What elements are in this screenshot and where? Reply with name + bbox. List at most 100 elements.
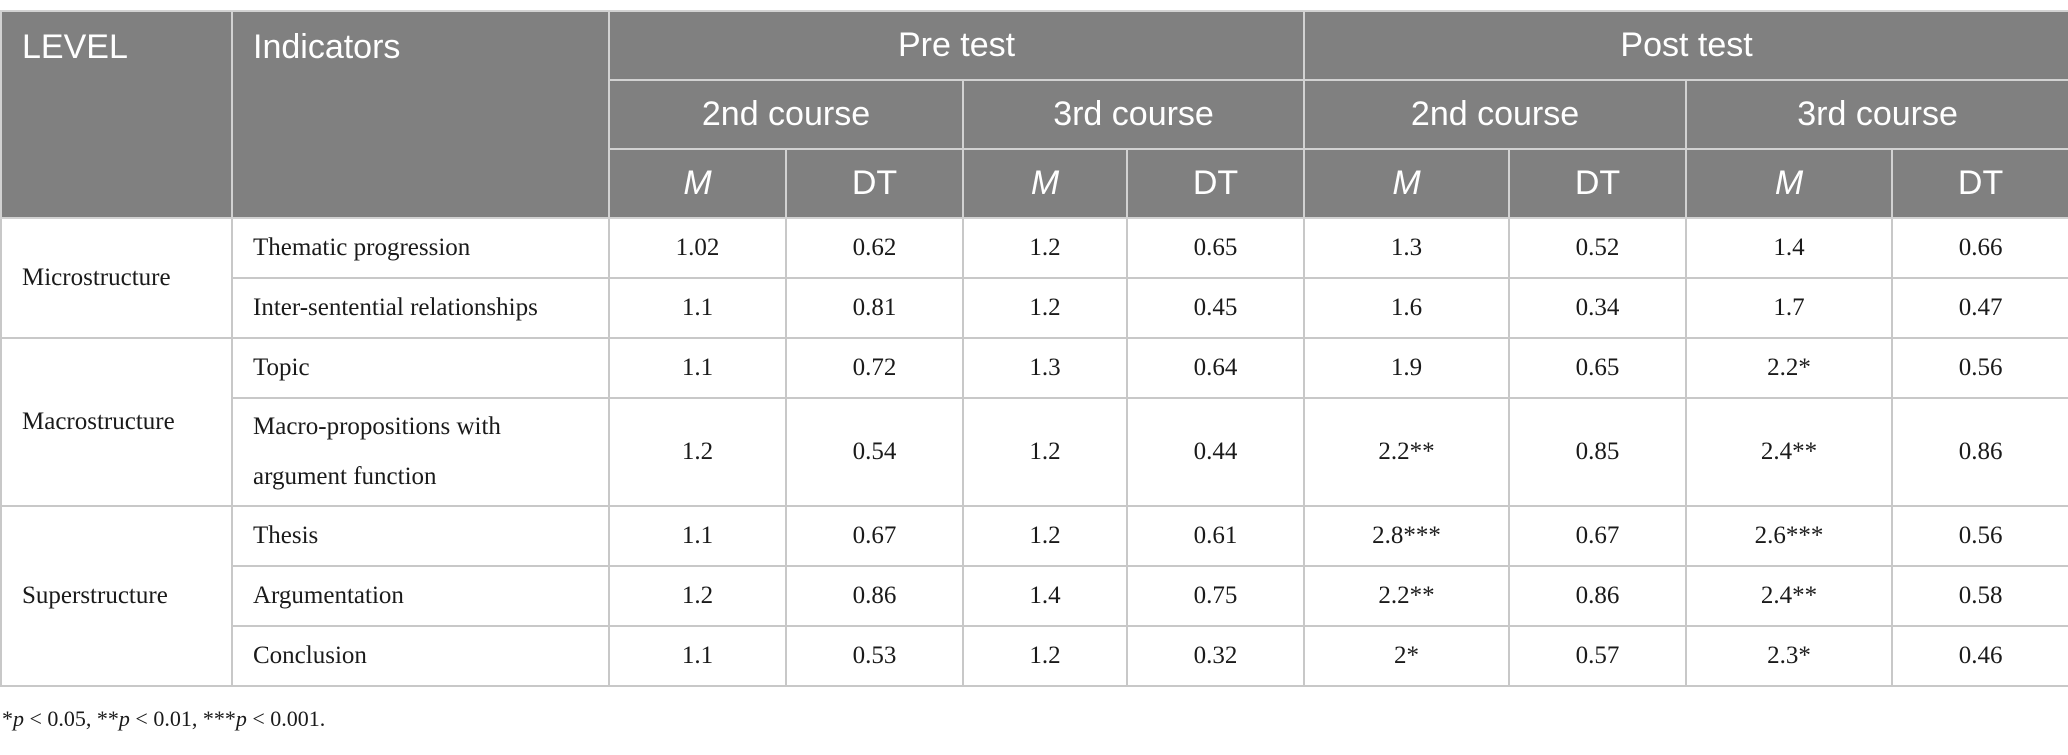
value-cell: 0.65 xyxy=(1508,337,1688,399)
header-m: M xyxy=(1685,148,1894,219)
results-table: LEVEL Indicators Pre test Post test 2nd … xyxy=(0,10,2068,687)
header-post-2nd-course: 2nd course xyxy=(1303,79,1688,150)
value-cell: 0.67 xyxy=(785,505,964,567)
value-cell: 1.3 xyxy=(1303,217,1511,279)
value-cell: 2.4** xyxy=(1685,397,1894,507)
footnote-part: p xyxy=(235,706,247,731)
header-dt: DT xyxy=(1891,148,2068,219)
table-body: Microstructure Thematic progression 1.02… xyxy=(0,217,2068,687)
value-cell: 1.7 xyxy=(1685,277,1894,339)
value-cell: 2.2** xyxy=(1303,397,1511,507)
value-cell: 1.1 xyxy=(608,505,787,567)
value-cell: 1.2 xyxy=(962,217,1128,279)
indicator-cell: Macro-propositions with argument functio… xyxy=(231,397,610,507)
value-cell: 2.8*** xyxy=(1303,505,1511,567)
indicator-cell: Inter-sentential relationships xyxy=(231,277,610,339)
value-cell: 0.61 xyxy=(1125,505,1306,567)
footnote: *p < 0.05, **p < 0.01, ***p < 0.001. xyxy=(0,706,325,732)
value-cell: 0.85 xyxy=(1508,397,1688,507)
value-cell: 2.3* xyxy=(1685,625,1894,687)
value-cell: 2.4** xyxy=(1685,565,1894,627)
table-row: Inter-sentential relationships 1.1 0.81 … xyxy=(1,277,2068,339)
level-cell: Microstructure xyxy=(0,217,233,339)
value-cell: 1.4 xyxy=(1685,217,1894,279)
value-cell: 0.45 xyxy=(1125,277,1306,339)
value-cell: 1.9 xyxy=(1303,337,1511,399)
footnote-part: < 0.001. xyxy=(246,706,326,731)
indicator-cell: Topic xyxy=(231,337,610,399)
value-cell: 1.1 xyxy=(608,625,787,687)
header-post-test: Post test xyxy=(1303,10,2068,81)
value-cell: 2.6*** xyxy=(1685,505,1894,567)
header-m: M xyxy=(608,148,787,219)
value-cell: 0.81 xyxy=(785,277,964,339)
indicator-cell: Thesis xyxy=(231,505,610,567)
table-container: LEVEL Indicators Pre test Post test 2nd … xyxy=(0,10,2068,687)
value-cell: 0.72 xyxy=(785,337,964,399)
value-cell: 0.44 xyxy=(1125,397,1306,507)
header-level: LEVEL xyxy=(0,10,233,219)
table-header: LEVEL Indicators Pre test Post test 2nd … xyxy=(0,10,2068,219)
header-dt: DT xyxy=(785,148,964,219)
header-dt: DT xyxy=(1125,148,1306,219)
header-pre-test: Pre test xyxy=(607,10,1306,81)
value-cell: 0.64 xyxy=(1125,337,1306,399)
value-cell: 0.52 xyxy=(1508,217,1688,279)
value-cell: 0.75 xyxy=(1125,565,1306,627)
value-cell: 1.1 xyxy=(608,337,787,399)
value-cell: 0.47 xyxy=(1891,277,2068,339)
header-post-3rd-course: 3rd course xyxy=(1685,79,2068,150)
value-cell: 1.3 xyxy=(962,337,1128,399)
table-row: Macro-propositions with argument functio… xyxy=(1,397,2068,507)
indicator-cell: Thematic progression xyxy=(231,217,610,279)
footnote-part: p xyxy=(118,706,130,731)
table-row: Microstructure Thematic progression 1.02… xyxy=(0,217,2068,339)
value-cell: 0.46 xyxy=(1891,625,2068,687)
header-dt: DT xyxy=(1508,148,1688,219)
table-row: Argumentation 1.2 0.86 1.4 0.75 2.2** 0.… xyxy=(1,565,2068,627)
value-cell: 1.2 xyxy=(962,397,1128,507)
indicator-cell: Conclusion xyxy=(231,625,610,687)
footnote-part: p xyxy=(13,706,24,731)
value-cell: 0.86 xyxy=(1508,565,1688,627)
value-cell: 1.4 xyxy=(962,565,1128,627)
value-cell: 0.56 xyxy=(1891,505,2068,567)
header-pre-2nd-course: 2nd course xyxy=(608,79,964,150)
footnote-part: < 0.01, *** xyxy=(129,706,236,731)
value-cell: 0.56 xyxy=(1891,337,2068,399)
header-indicators: Indicators xyxy=(231,10,610,219)
level-cell: Superstructure xyxy=(0,505,233,687)
footnote-part: * xyxy=(2,706,13,731)
value-cell: 1.2 xyxy=(608,565,787,627)
footnote-part: < 0.05, ** xyxy=(24,706,119,731)
value-cell: 2* xyxy=(1303,625,1511,687)
indicator-cell: Argumentation xyxy=(231,565,610,627)
value-cell: 0.53 xyxy=(785,625,964,687)
value-cell: 1.2 xyxy=(962,505,1128,567)
value-cell: 1.2 xyxy=(962,625,1128,687)
value-cell: 0.34 xyxy=(1508,277,1688,339)
value-cell: 0.86 xyxy=(1891,397,2068,507)
level-cell: Macrostructure xyxy=(0,337,233,507)
table-row: Conclusion 1.1 0.53 1.2 0.32 2* 0.57 2.3… xyxy=(1,625,2068,687)
header-m: M xyxy=(962,148,1128,219)
value-cell: 0.86 xyxy=(785,565,964,627)
value-cell: 0.65 xyxy=(1125,217,1306,279)
table-row: Macrostructure Topic 1.1 0.72 1.3 0.64 1… xyxy=(0,337,2068,507)
header-pre-3rd-course: 3rd course xyxy=(961,79,1306,150)
value-cell: 2.2** xyxy=(1303,565,1511,627)
value-cell: 0.58 xyxy=(1891,565,2068,627)
value-cell: 0.57 xyxy=(1508,625,1688,687)
value-cell: 0.54 xyxy=(785,397,964,507)
value-cell: 0.32 xyxy=(1125,625,1306,687)
value-cell: 1.1 xyxy=(608,277,787,339)
value-cell: 0.62 xyxy=(785,217,964,279)
value-cell: 0.67 xyxy=(1508,505,1688,567)
value-cell: 2.2* xyxy=(1685,337,1894,399)
value-cell: 0.66 xyxy=(1891,217,2068,279)
value-cell: 1.2 xyxy=(608,397,787,507)
header-m: M xyxy=(1303,148,1511,219)
value-cell: 1.2 xyxy=(962,277,1128,339)
table-row: Superstructure Thesis 1.1 0.67 1.2 0.61 … xyxy=(0,505,2068,687)
value-cell: 1.02 xyxy=(608,217,787,279)
